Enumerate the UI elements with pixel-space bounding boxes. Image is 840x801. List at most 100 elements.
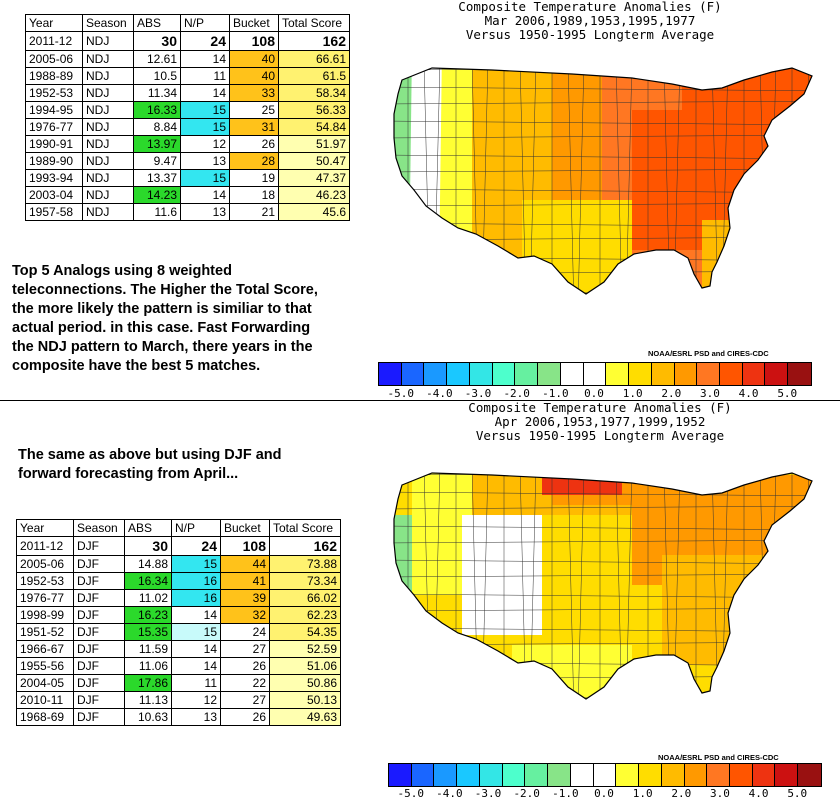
table-row: 2003-04 NDJ 14.23 14 18 46.23 — [25, 186, 350, 204]
map1-credit: NOAA/ESRL PSD and CIRES-CDC — [648, 349, 769, 358]
colorbar-swatch — [752, 764, 776, 786]
cell-bucket: 21 — [229, 203, 279, 221]
colorbar-swatch — [570, 764, 594, 786]
cell-bucket: 32 — [220, 606, 270, 624]
cell-total: 54.35 — [269, 623, 341, 641]
cell-total: 66.61 — [278, 50, 350, 68]
map2-title: Composite Temperature Anomalies (F) Apr 2… — [410, 401, 790, 443]
colorbar-swatch — [469, 363, 493, 385]
colorbar-swatch — [401, 363, 425, 385]
cell-year: 2003-04 — [25, 186, 83, 204]
us-outline — [393, 67, 813, 295]
colorbar-swatch — [525, 764, 549, 786]
cell-season: NDJ — [82, 50, 134, 68]
colorbar-swatch — [798, 764, 821, 786]
cell-year: 1998-99 — [16, 606, 74, 624]
colorbar-2-ticks: -5.0 -4.0 -3.0 -2.0 -1.0 0.0 1.0 2.0 3.0 4.0 5.0 — [388, 787, 820, 801]
map1-title: Composite Temperature Anomalies (F) Mar 2… — [400, 0, 780, 42]
colorbar-swatch — [538, 363, 561, 385]
colorbar-swatch — [447, 363, 470, 385]
ref-bucket: 108 — [229, 31, 279, 51]
text-line: composite have the best 5 matches. — [12, 358, 261, 374]
us-outline — [393, 472, 813, 700]
colorbar-swatch — [479, 764, 503, 786]
colorbar-swatch — [742, 363, 766, 385]
table-row: 1994-95 NDJ 16.33 15 25 56.33 — [25, 101, 350, 119]
cell-year: 1993-94 — [25, 169, 83, 187]
table-row: 2005-06 NDJ 12.61 14 40 66.61 — [25, 50, 350, 68]
cell-np: 14 — [180, 84, 230, 102]
cell-bucket: 28 — [229, 152, 279, 170]
colorbar-tick-label: -4.0 — [426, 387, 453, 400]
colorbar-tick-label: -1.0 — [552, 787, 579, 800]
table-row: 1951-52 DJF 15.35 15 24 54.35 — [16, 623, 341, 641]
colorbar-2 — [388, 763, 822, 787]
cell-year: 1951-52 — [16, 623, 74, 641]
cell-total: 50.86 — [269, 674, 341, 692]
cell-year: 2010-11 — [16, 691, 74, 709]
colorbar-tick-label: -1.0 — [542, 387, 569, 400]
text-line: the more likely the pattern is similiar … — [12, 301, 312, 317]
cell-total: 61.5 — [278, 67, 350, 85]
anomaly-region — [462, 515, 542, 635]
table-row: 1966-67 DJF 11.59 14 27 52.59 — [16, 640, 341, 658]
cell-season: DJF — [73, 657, 125, 675]
colorbar-tick-label: -4.0 — [436, 787, 463, 800]
colorbar-swatch — [707, 764, 731, 786]
colorbar-swatch — [457, 764, 480, 786]
colorbar-swatch — [684, 764, 708, 786]
colorbar-swatch — [389, 764, 412, 786]
cell-year: 1990-91 — [25, 135, 83, 153]
analog-table-ndj: Year Season ABS N/P Bucket Total Score 2011-12… — [25, 14, 350, 221]
cell-season: NDJ — [82, 169, 134, 187]
colorbar-tick-label: -5.0 — [397, 787, 424, 800]
colorbar-tick-label: 3.0 — [710, 787, 730, 800]
cell-abs: 8.84 — [133, 118, 181, 136]
cell-abs: 11.6 — [133, 203, 181, 221]
analog-table-djf: Year Season ABS N/P Bucket Total Score 2011-12… — [16, 519, 341, 726]
cell-abs: 16.23 — [124, 606, 172, 624]
cell-np: 12 — [180, 135, 230, 153]
table-row: 1976-77 NDJ 8.84 15 31 54.84 — [25, 118, 350, 136]
anomaly-region — [662, 555, 792, 665]
cell-abs: 16.33 — [133, 101, 181, 119]
cell-np: 11 — [180, 67, 230, 85]
cell-abs: 13.97 — [133, 135, 181, 153]
colorbar-1-ticks: -5.0 -4.0 -3.0 -2.0 -1.0 0.0 1.0 2.0 3.0 4.0 5.0 — [378, 387, 810, 401]
colorbar-swatch — [583, 363, 607, 385]
ref-year: 2011-12 — [16, 536, 74, 556]
cell-year: 1976-77 — [25, 118, 83, 136]
cell-abs: 11.13 — [124, 691, 172, 709]
cell-year: 1952-53 — [16, 572, 74, 590]
colorbar-swatch — [515, 363, 539, 385]
cell-total: 58.34 — [278, 84, 350, 102]
cell-bucket: 22 — [220, 674, 270, 692]
colorbar-tick-label: -3.0 — [474, 787, 502, 800]
table-row: 1989-90 NDJ 9.47 13 28 50.47 — [25, 152, 350, 170]
table-header-row: Year Season ABS N/P Bucket Total Score — [16, 519, 341, 537]
colorbar-tick-label: -3.0 — [464, 387, 492, 400]
cell-np: 16 — [171, 589, 221, 607]
cell-total: 66.02 — [269, 589, 341, 607]
cell-bucket: 24 — [220, 623, 270, 641]
cell-np: 15 — [171, 623, 221, 641]
cell-year: 1957-58 — [25, 203, 83, 221]
map1-temperature-anomaly — [393, 67, 813, 295]
cell-np: 15 — [180, 169, 230, 187]
cell-np: 15 — [180, 101, 230, 119]
anomaly-region — [522, 200, 632, 294]
ref-season: DJF — [73, 536, 125, 556]
colorbar-swatch — [720, 363, 743, 385]
cell-abs: 14.23 — [133, 186, 181, 204]
cell-bucket: 44 — [220, 555, 270, 573]
colorbar-swatch — [651, 363, 675, 385]
cell-bucket: 26 — [220, 708, 270, 726]
colorbar-tick-label: 4.0 — [738, 387, 759, 400]
table-row: 1968-69 DJF 10.63 13 26 49.63 — [16, 708, 341, 726]
table-row: 1952-53 DJF 16.34 16 41 73.34 — [16, 572, 341, 590]
note-djf: The same as above but using DJF and forwa… — [18, 446, 348, 484]
map2-temperature-anomaly — [393, 472, 813, 700]
colorbar-tick-label: 1.0 — [622, 387, 643, 400]
cell-abs: 10.63 — [124, 708, 172, 726]
cell-year: 1989-90 — [25, 152, 83, 170]
